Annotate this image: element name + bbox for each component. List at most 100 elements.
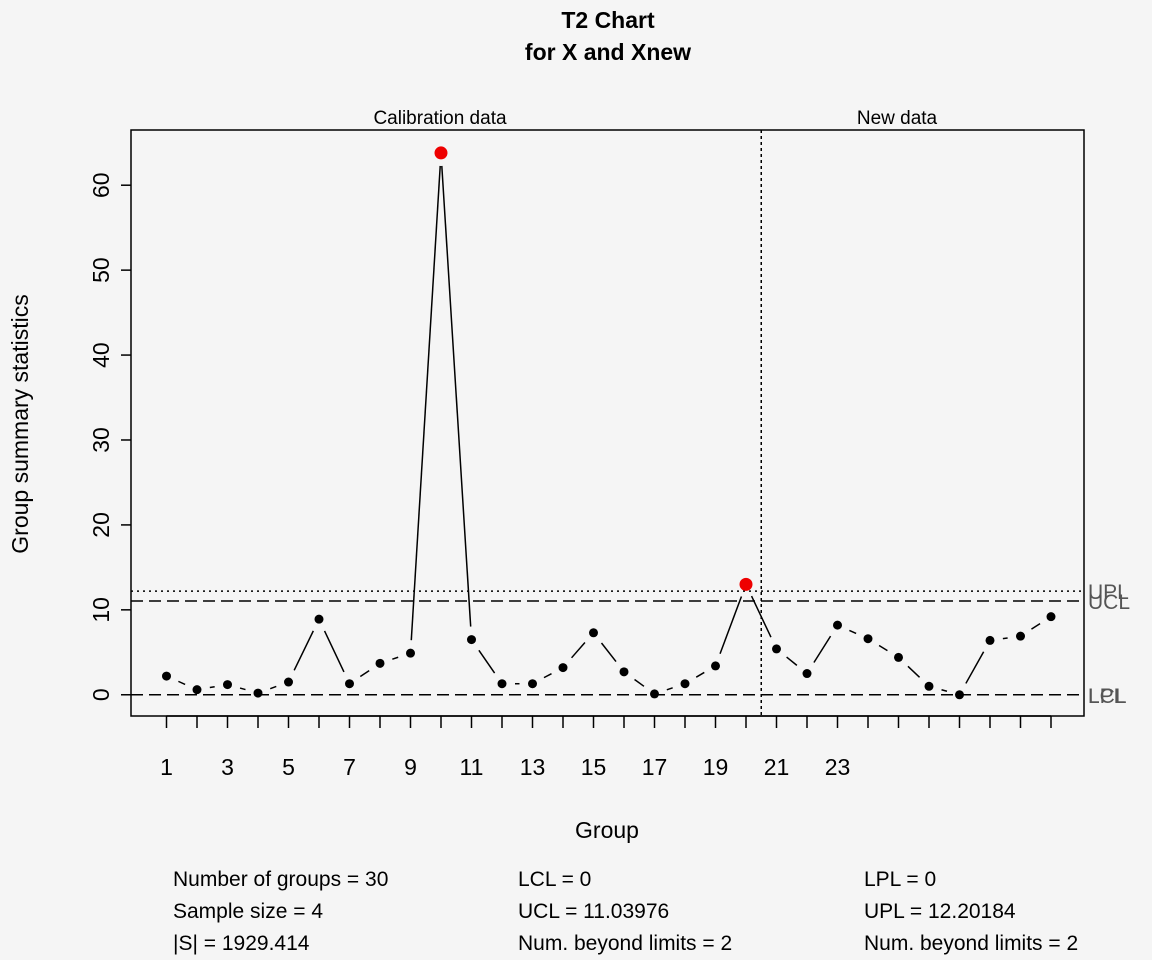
series-line-segment (695, 671, 705, 678)
y-tick-label: 50 (88, 257, 114, 283)
series-line-segment (666, 687, 673, 691)
stats-column-control-limits: LCL = 0 UCL = 11.03976 Num. beyond limit… (518, 864, 732, 960)
chart-title: T2 Chart (561, 7, 655, 33)
stat-lcl: LCL = 0 (518, 868, 592, 891)
series-line-segment (813, 635, 832, 663)
x-tick-label: 11 (460, 754, 484, 780)
stat-sample-size: Sample size = 4 (173, 900, 323, 923)
upl-label: UPL (1088, 581, 1129, 604)
data-point (589, 628, 598, 638)
data-point (863, 634, 873, 644)
data-point (497, 679, 507, 689)
violation-point (434, 146, 448, 160)
data-point (1016, 631, 1025, 641)
lcl-label: LCL (1088, 685, 1127, 708)
series-line-segment (941, 689, 948, 693)
x-tick-label: 3 (221, 754, 234, 780)
series-line-segment (1031, 623, 1041, 630)
data-point (314, 614, 324, 624)
data-point (467, 635, 476, 645)
data-point (223, 680, 232, 690)
series-line-segment (878, 644, 888, 652)
series-line-segment (600, 642, 617, 663)
series-line-segment (543, 673, 552, 679)
series-line-segment (634, 678, 645, 687)
stat-beyond-prediction-limits: Num. beyond limits = 2 (864, 932, 1079, 955)
x-axis-label: Group (575, 817, 639, 843)
data-point (985, 635, 995, 645)
data-point (772, 644, 781, 654)
lpl-label: LPL (1088, 685, 1125, 708)
data-point (955, 690, 964, 700)
violation-point (739, 577, 753, 591)
series-line-segment (907, 665, 921, 678)
data-point (253, 688, 263, 698)
series-line-segment (178, 680, 186, 686)
y-tick-label: 40 (88, 342, 114, 368)
section-label-new: New data (857, 108, 938, 129)
data-point (1046, 612, 1056, 622)
series-line-segment (269, 685, 277, 690)
series-line-segment (359, 669, 370, 678)
data-point (619, 667, 629, 677)
plot-frame (130, 129, 1085, 717)
section-label-calibration: Calibration data (373, 108, 507, 129)
stat-determinant: |S| = 1929.414 (173, 932, 310, 955)
series-line-segment (719, 596, 743, 654)
data-point (345, 679, 354, 689)
stats-column-groups: Number of groups = 30 Sample size = 4 |S… (173, 864, 388, 960)
series-line-segment (478, 649, 496, 674)
data-point (650, 689, 659, 699)
y-tick-label: 60 (88, 172, 114, 198)
x-tick-label: 7 (343, 754, 356, 780)
x-tick-label: 13 (520, 754, 546, 780)
series-line-segment (392, 656, 399, 660)
series-line-segment (965, 651, 985, 684)
data-point (558, 663, 568, 673)
x-tick-label: 9 (404, 754, 417, 780)
data-point (924, 681, 934, 691)
data-point (802, 669, 812, 679)
y-tick-label: 30 (88, 427, 114, 453)
stat-number-of-groups: Number of groups = 30 (173, 868, 389, 891)
series-line-segment (441, 165, 472, 627)
ucl-label: UCL (1088, 591, 1130, 614)
series-line-segment (1002, 637, 1008, 640)
data-point (192, 685, 202, 695)
data-point (711, 661, 720, 671)
series-line-segment (849, 629, 857, 635)
series-line-segment (293, 630, 314, 671)
series-line-segment (786, 656, 798, 666)
x-tick-label: 21 (764, 754, 790, 780)
data-point (680, 679, 690, 689)
data-point (406, 648, 415, 658)
y-axis-label: Group summary statistics (7, 294, 33, 553)
x-tick-label: 15 (581, 754, 607, 780)
stat-upl: UPL = 12.20184 (864, 900, 1016, 923)
data-point (528, 679, 537, 689)
chart-subtitle: for X and Xnew (525, 39, 691, 65)
series-line-segment (571, 642, 586, 659)
x-tick-label: 5 (282, 754, 295, 780)
y-tick-label: 20 (88, 512, 114, 538)
data-point (375, 658, 385, 668)
series-line-segment (239, 687, 246, 691)
stat-ucl: UCL = 11.03976 (518, 900, 670, 923)
x-tick-label: 19 (703, 754, 729, 780)
stats-column-prediction-limits: LPL = 0 UPL = 12.20184 Num. beyond limit… (864, 864, 1078, 960)
stat-beyond-control-limits: Num. beyond limits = 2 (518, 932, 733, 955)
data-point (284, 677, 293, 687)
x-tick-label: 1 (160, 754, 173, 780)
plot-area (130, 129, 1085, 717)
y-tick-label: 10 (88, 597, 114, 623)
data-point (833, 620, 842, 630)
series-line-segment (209, 685, 215, 689)
x-tick-label: 17 (642, 754, 668, 780)
y-tick-label: 0 (88, 688, 114, 701)
series-line-segment (323, 630, 345, 673)
x-tick-label: 23 (825, 754, 851, 780)
data-point (162, 671, 171, 681)
series-line-segment (410, 165, 441, 641)
series-line-segment (750, 595, 772, 638)
